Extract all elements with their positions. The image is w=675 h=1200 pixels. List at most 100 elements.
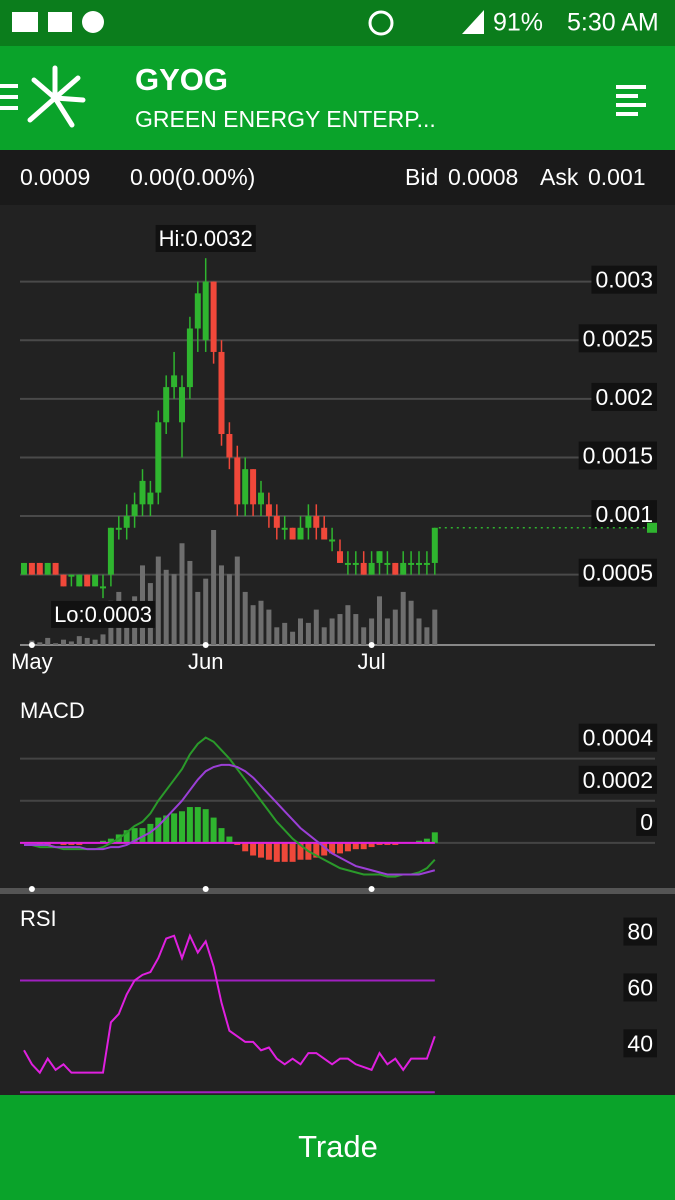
trade-button[interactable]: Trade xyxy=(0,1095,675,1200)
volume-bar xyxy=(321,627,327,645)
candle-body xyxy=(163,387,170,423)
y-tick-label: 0.0005 xyxy=(583,560,653,586)
label-box xyxy=(591,265,657,294)
candle-body xyxy=(344,562,351,565)
charts: 0.0005 0.001 0.0015 0.002 0.0025 0.003 May Jun J… xyxy=(11,224,658,1094)
candle-body xyxy=(36,562,43,575)
candle-body xyxy=(273,516,280,528)
volume-bar xyxy=(298,618,303,645)
candle-body xyxy=(360,562,367,575)
histogram-bar xyxy=(423,838,430,843)
candle-body xyxy=(210,281,217,352)
menu-button[interactable] xyxy=(0,84,18,110)
volume-bar xyxy=(53,643,59,645)
label-box xyxy=(578,723,658,752)
histogram-bar xyxy=(384,842,391,845)
candle-body xyxy=(408,562,415,565)
candle-body xyxy=(431,527,438,563)
histogram-bar xyxy=(297,842,304,860)
volume-bar xyxy=(187,560,193,645)
volume-bar xyxy=(155,556,161,645)
last-price: 0.0009 xyxy=(20,164,90,190)
candle-body xyxy=(226,434,233,458)
candle-body xyxy=(123,516,130,528)
candle-body xyxy=(281,527,288,530)
x-tick-dot xyxy=(28,886,35,892)
histogram-bar xyxy=(234,842,241,845)
histogram-bar xyxy=(186,807,193,843)
candle-body xyxy=(60,574,67,587)
histogram-bar xyxy=(123,830,130,843)
ask-label: Ask xyxy=(540,164,579,190)
candle-body xyxy=(202,281,209,341)
volume-bar xyxy=(337,614,343,645)
histogram-bar xyxy=(60,842,67,845)
mail-icon xyxy=(12,12,38,32)
histogram-bar xyxy=(163,815,170,843)
volume-bar xyxy=(361,627,367,645)
volume-bar xyxy=(290,631,296,645)
y-tick-label: 0.0015 xyxy=(583,443,653,469)
candle-body xyxy=(44,562,51,575)
volume-bar xyxy=(179,543,185,645)
candle-body xyxy=(265,504,272,517)
candle-body xyxy=(76,574,83,587)
x-tick-dot xyxy=(202,642,209,648)
battery: 91% xyxy=(493,9,543,37)
candle-body xyxy=(155,422,162,493)
candle-body xyxy=(131,504,138,517)
volume-bar xyxy=(353,614,359,645)
volume-bar xyxy=(274,627,280,645)
histogram-bar xyxy=(360,842,367,850)
bid: 0.0008 xyxy=(448,164,518,190)
candle-body xyxy=(234,457,241,505)
histogram-bar xyxy=(76,842,83,845)
histogram-bar xyxy=(329,842,336,854)
candle-body xyxy=(139,480,146,505)
company-name: GREEN ENERGY ENTERP... xyxy=(135,106,436,132)
list-button[interactable] xyxy=(616,85,646,116)
volume-bar xyxy=(369,618,375,645)
volume-bar xyxy=(282,622,288,645)
volume-bar xyxy=(242,591,248,645)
volume-bar xyxy=(92,639,98,645)
candle-body xyxy=(376,551,383,563)
x-tick-label: May xyxy=(11,649,53,674)
y-tick-label: 0.002 xyxy=(595,384,653,410)
volume-bar xyxy=(211,530,217,645)
candle-body xyxy=(52,562,59,575)
candle-body xyxy=(194,293,201,329)
candle-body xyxy=(250,469,257,505)
histogram-bar xyxy=(36,842,43,845)
histogram-bar xyxy=(281,842,288,862)
candle-body xyxy=(400,562,407,575)
candle-body xyxy=(171,375,178,388)
signal-icon xyxy=(462,10,484,34)
candle-body xyxy=(242,469,249,505)
volume-bar xyxy=(45,637,51,645)
y-tick-label: 0 xyxy=(640,809,653,835)
histogram-bar xyxy=(344,842,351,852)
histogram-bar xyxy=(155,817,162,843)
y-tick-label: 60 xyxy=(627,974,653,1000)
label-box xyxy=(623,1029,657,1058)
histogram-bar xyxy=(210,817,217,843)
candle-body xyxy=(392,562,399,575)
histogram-bar xyxy=(202,809,209,843)
menu-bar xyxy=(0,106,18,110)
y-tick-label: 80 xyxy=(627,919,653,945)
volume-bar xyxy=(305,622,311,645)
volume-bar xyxy=(400,591,406,645)
menu-bar xyxy=(0,84,18,88)
volume-bar xyxy=(37,642,43,645)
candle-body xyxy=(352,562,359,565)
signal-line xyxy=(24,763,436,876)
histogram-bar xyxy=(431,832,438,843)
trade-button-bg xyxy=(0,1095,675,1200)
candle-body xyxy=(107,527,114,575)
candle-body xyxy=(68,574,75,577)
candle-body xyxy=(147,492,154,505)
trade-label: Trade xyxy=(298,1129,378,1164)
histogram-bar xyxy=(273,842,280,862)
